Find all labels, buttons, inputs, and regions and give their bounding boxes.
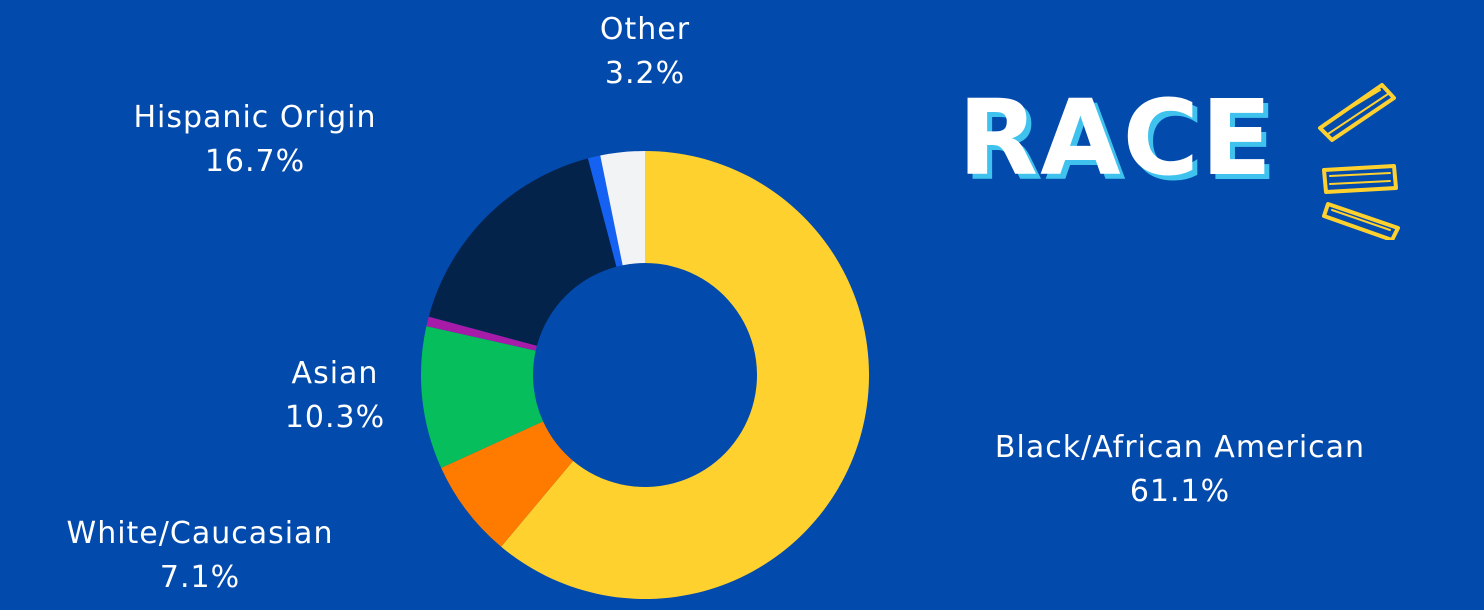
label-white-caucasian: White/Caucasian 7.1% <box>0 512 400 600</box>
slice-slice-5 <box>587 155 623 267</box>
label-other: Other 3.2% <box>515 8 775 96</box>
sparkle-lines-icon <box>1318 83 1400 240</box>
label-asian-value: 10.3% <box>284 400 386 435</box>
slice-hispanic-origin <box>428 158 617 346</box>
label-black-african-american-value: 61.1% <box>1129 474 1231 509</box>
slice-black-african-american <box>501 151 869 599</box>
label-other-value: 3.2% <box>604 56 686 91</box>
label-other-name: Other <box>599 12 691 47</box>
label-black-african-american-name: Black/African American <box>994 430 1366 465</box>
label-black-african-american: Black/African American 61.1% <box>920 426 1440 514</box>
slice-slice-3 <box>426 316 537 351</box>
slice-other <box>600 151 645 266</box>
chart-title: RACE <box>958 77 1274 199</box>
slice-asian <box>421 326 544 468</box>
label-white-caucasian-name: White/Caucasian <box>66 516 334 551</box>
label-asian: Asian 10.3% <box>250 352 420 440</box>
label-hispanic-origin-name: Hispanic Origin <box>133 100 377 135</box>
label-hispanic-origin: Hispanic Origin 16.7% <box>70 96 440 184</box>
label-white-caucasian-value: 7.1% <box>159 560 241 595</box>
label-hispanic-origin-value: 16.7% <box>204 144 306 179</box>
label-asian-name: Asian <box>291 356 379 391</box>
slice-white-caucasian <box>441 421 574 547</box>
